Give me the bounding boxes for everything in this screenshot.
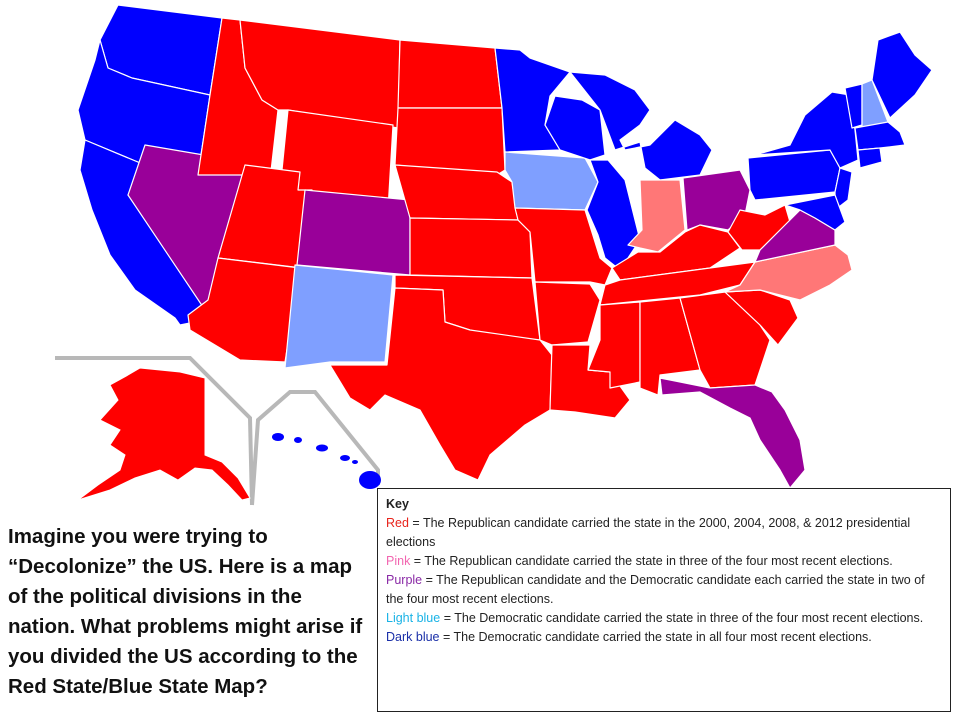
state-new-mexico: [284, 264, 394, 369]
state-maine: [871, 31, 933, 119]
state-nebraska: [394, 164, 519, 221]
key-term-red: Red: [386, 516, 409, 530]
state-massachusetts: [854, 121, 906, 151]
state-north-dakota: [397, 39, 503, 109]
state-arkansas: [534, 281, 601, 346]
state-maryland: [784, 194, 846, 231]
state-hawaii: [272, 433, 381, 489]
state-wisconsin: [544, 95, 606, 161]
key-desc-pink: = The Republican candidate carried the s…: [410, 554, 893, 568]
state-louisiana: [549, 344, 631, 419]
state-connecticut: [857, 147, 883, 169]
state-indiana: [627, 179, 686, 253]
key-title: Key: [386, 497, 409, 511]
key-entry-light-blue: Light blue = The Democratic candidate ca…: [386, 609, 940, 628]
state-colorado: [296, 189, 411, 276]
key-term-pink: Pink: [386, 554, 411, 568]
state-new-jersey: [834, 167, 853, 211]
key-desc-dark-blue: = The Democratic candidate carried the s…: [439, 630, 872, 644]
state-kansas: [409, 217, 533, 279]
key-term-purple: Purple: [386, 573, 423, 587]
key-desc-purple: = The Republican candidate and the Democ…: [386, 573, 925, 606]
state-pennsylvania: [747, 149, 841, 201]
state-illinois: [586, 159, 641, 271]
key-desc-light-blue: = The Democratic candidate carried the s…: [440, 611, 924, 625]
state-florida: [659, 377, 806, 489]
state-michigan: [569, 71, 713, 181]
alaska-inset-frame: [55, 356, 254, 506]
state-iowa: [504, 151, 599, 211]
map-key: Key Red = The Republican candidate carri…: [377, 488, 951, 712]
state-texas: [329, 287, 553, 481]
key-desc-red: = The Republican candidate carried the s…: [386, 516, 911, 549]
state-missouri: [514, 207, 613, 286]
key-entry-pink: Pink = The Republican candidate carried …: [386, 552, 940, 571]
prompt-text: Imagine you were trying to “Decolonize” …: [8, 525, 363, 698]
hawaii-inset-frame: [250, 390, 380, 506]
state-north-carolina: [724, 244, 853, 301]
key-entry-red: Red = The Republican candidate carried t…: [386, 514, 940, 552]
key-entry-dark-blue: Dark blue = The Democratic candidate car…: [386, 628, 940, 647]
key-term-dark-blue: Dark blue: [386, 630, 440, 644]
state-south-dakota: [394, 107, 506, 176]
key-term-light-blue: Light blue: [386, 611, 441, 625]
state-alaska: [77, 367, 251, 501]
key-entry-purple: Purple = The Republican candidate and th…: [386, 571, 940, 609]
state-minnesota: [494, 47, 571, 153]
